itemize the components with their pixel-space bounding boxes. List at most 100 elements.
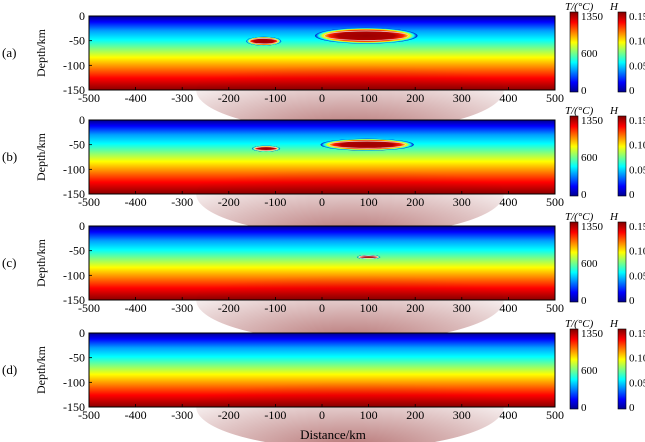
melt-colorbar-tick: 0.05 — [629, 60, 645, 72]
melt-colorbar — [617, 328, 627, 410]
x-tick-label: -500 — [78, 408, 100, 422]
x-tick-label: 0 — [319, 301, 325, 315]
y-axis-title: Depth/km — [34, 28, 48, 77]
panel-label: (b) — [2, 149, 17, 164]
melt-contour — [254, 146, 278, 151]
temperature-colorbar-tick: 0 — [581, 402, 587, 414]
melt-colorbar-tick: 0 — [629, 402, 635, 414]
thermal-upwelling — [196, 365, 504, 442]
panel-label: (d) — [2, 362, 17, 377]
temperature-colorbar-title: T/(°C) — [565, 211, 594, 223]
y-tick-label: -50 — [69, 244, 85, 258]
x-tick-label: -500 — [78, 91, 100, 105]
y-axis-title: Depth/km — [34, 132, 48, 181]
temperature-colorbar-tick: 1350 — [581, 328, 604, 340]
y-tick-label: -150 — [63, 293, 85, 307]
x-tick-label: 100 — [360, 408, 378, 422]
melt-contour — [249, 38, 279, 45]
y-tick-label: -150 — [63, 400, 85, 414]
y-tick-label: -150 — [63, 187, 85, 201]
y-tick-label: 0 — [79, 113, 85, 127]
x-tick-label: -200 — [218, 91, 240, 105]
x-tick-label: 500 — [546, 301, 564, 315]
temperature-colorbar-tick: 1350 — [581, 115, 604, 127]
y-tick-label: 0 — [79, 326, 85, 340]
x-tick-label: -300 — [171, 408, 193, 422]
x-tick-label: 100 — [360, 301, 378, 315]
x-tick-label: 400 — [499, 91, 517, 105]
x-tick-label: 400 — [499, 408, 517, 422]
melt-contour — [328, 140, 406, 149]
panel-label: (c) — [2, 255, 16, 270]
y-tick-label: -50 — [69, 351, 85, 365]
x-tick-label: 0 — [319, 408, 325, 422]
temperature-colorbar-tick: 600 — [581, 152, 598, 164]
melt-colorbar-title: H — [609, 211, 619, 223]
temperature-colorbar — [569, 221, 579, 303]
x-tick-label: 500 — [546, 91, 564, 105]
melt-colorbar-tick: 0 — [629, 85, 635, 97]
temperature-colorbar-title: T/(°C) — [565, 318, 594, 330]
melt-colorbar — [617, 221, 627, 303]
x-tick-label: -400 — [125, 195, 147, 209]
x-tick-label: 200 — [406, 408, 424, 422]
x-tick-label: -200 — [218, 195, 240, 209]
temperature-colorbar-tick: 0 — [581, 189, 587, 201]
panel-b: -500 -400 -300 -200 -100 0 100 200 300 400 5000-50… — [2, 105, 645, 236]
x-tick-label: -100 — [264, 301, 286, 315]
melt-colorbar-tick: 0 — [629, 295, 635, 307]
x-tick-label: -300 — [171, 301, 193, 315]
melt-colorbar-tick: 0.05 — [629, 164, 645, 176]
panel-c: -500 -400 -300 -200 -100 0 100 200 300 400 5000-50… — [2, 211, 645, 342]
melt-colorbar-tick: 0.15 — [629, 115, 645, 127]
melt-region — [315, 27, 418, 44]
x-tick-label: 500 — [546, 195, 564, 209]
y-tick-label: -100 — [63, 268, 85, 282]
x-tick-label: -100 — [264, 408, 286, 422]
melt-region — [320, 138, 414, 151]
temperature-colorbar-tick: 0 — [581, 295, 587, 307]
x-tick-label: 300 — [453, 301, 471, 315]
melt-colorbar — [617, 11, 627, 93]
y-tick-label: 0 — [79, 9, 85, 23]
melt-contour — [323, 30, 409, 41]
panel-label: (a) — [2, 45, 16, 60]
melt-colorbar-tick: 0.05 — [629, 270, 645, 282]
x-tick-label: -200 — [218, 301, 240, 315]
x-tick-label: 400 — [499, 301, 517, 315]
temperature-colorbar-tick: 0 — [581, 85, 587, 97]
y-tick-label: -150 — [63, 83, 85, 97]
x-tick-label: -100 — [264, 91, 286, 105]
temperature-colorbar-tick: 600 — [581, 365, 598, 377]
x-tick-label: 0 — [319, 91, 325, 105]
x-tick-label: -400 — [125, 91, 147, 105]
x-tick-label: -200 — [218, 408, 240, 422]
x-tick-label: -400 — [125, 408, 147, 422]
melt-colorbar-tick: 0.15 — [629, 328, 645, 340]
melt-colorbar-tick: 0 — [629, 189, 635, 201]
melt-colorbar-tick: 0.10 — [629, 246, 645, 258]
x-tick-label: -500 — [78, 301, 100, 315]
temperature-colorbar — [569, 11, 579, 93]
melt-colorbar-title: H — [609, 105, 619, 117]
x-tick-label: 0 — [319, 195, 325, 209]
x-tick-label: 200 — [406, 301, 424, 315]
temperature-colorbar-tick: 1350 — [581, 11, 604, 23]
x-tick-label: 400 — [499, 195, 517, 209]
temperature-colorbar-tick: 600 — [581, 48, 598, 60]
y-axis-title: Depth/km — [34, 345, 48, 394]
melt-colorbar-title: H — [609, 318, 619, 330]
temperature-colorbar-title: T/(°C) — [565, 1, 594, 13]
x-tick-label: 300 — [453, 91, 471, 105]
melt-colorbar-title: H — [609, 1, 619, 13]
melt-colorbar-tick: 0.15 — [629, 221, 645, 233]
y-tick-label: -100 — [63, 162, 85, 176]
y-tick-label: -100 — [63, 375, 85, 389]
x-tick-label: 300 — [453, 408, 471, 422]
y-axis-title: Depth/km — [34, 238, 48, 287]
temperature-colorbar-tick: 600 — [581, 258, 598, 270]
melt-colorbar-tick: 0.10 — [629, 36, 645, 48]
melt-region — [246, 36, 282, 46]
x-tick-label: -300 — [171, 195, 193, 209]
